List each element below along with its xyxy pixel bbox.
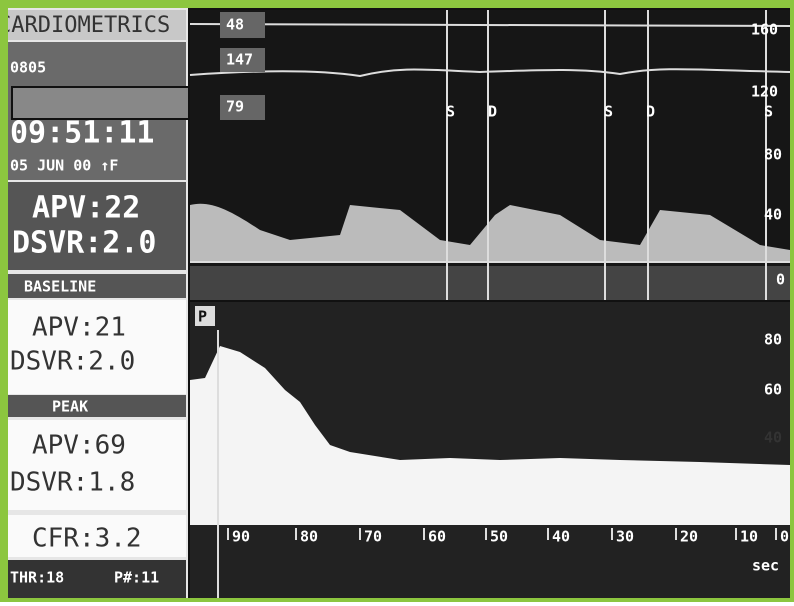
time-tick-label: 20: [680, 528, 698, 546]
trend-scale-label: 60: [764, 381, 782, 399]
trend-marker: P: [198, 308, 207, 326]
cycle-marker: S: [604, 103, 613, 121]
baseline-label: BASELINE: [24, 278, 96, 296]
spectral-display: 48 147 79 S D S D 160 120 S 80 40 0: [190, 10, 790, 300]
time-tick-label: 50: [490, 528, 508, 546]
pnum: P#:11: [114, 569, 159, 587]
time-tick-label: 0: [780, 528, 789, 546]
pressure: 48: [226, 16, 244, 34]
time: 09:51:11: [10, 116, 155, 151]
time-tick-label: 40: [552, 528, 570, 546]
scale-label: 80: [764, 146, 782, 164]
pressure: 79: [226, 98, 244, 116]
time-tick-label: 10: [740, 528, 758, 546]
screen: CARDIOMETRICS 0805 09:51:11 05 JUN 00 ↑F…: [0, 0, 794, 602]
scale-label: 0: [776, 271, 785, 289]
baseline-dsvr: DSVR:2.0: [10, 347, 135, 377]
thr: THR:18: [10, 569, 64, 587]
pressure: 147: [226, 51, 253, 69]
trend-scale-label: 40: [764, 429, 782, 447]
scale-label: 160: [751, 21, 778, 39]
brand: CARDIOMETRICS: [0, 13, 170, 38]
time-tick-label: 30: [616, 528, 634, 546]
cfr: CFR:3.2: [32, 524, 142, 554]
date: 05 JUN 00 ↑F: [10, 157, 118, 175]
peak-apv: APV:69: [32, 431, 126, 461]
peak-label: PEAK: [52, 398, 88, 416]
trend-display: P 80 60 40 90 80 70 60 50 40 30 20 10 0 sec: [190, 302, 790, 598]
time-unit: sec: [752, 557, 779, 575]
time-tick-label: 70: [364, 528, 382, 546]
scale-marker: S: [764, 103, 773, 121]
baseline-apv: APV:21: [32, 313, 126, 343]
redacted: [12, 87, 189, 119]
scale-label: 120: [751, 83, 778, 101]
time-tick-label: 60: [428, 528, 446, 546]
time-tick-label: 80: [300, 528, 318, 546]
cycle-marker: D: [488, 103, 497, 121]
scale-label: 40: [764, 206, 782, 224]
peak-dsvr: DSVR:1.8: [10, 468, 135, 498]
cycle-marker: S: [446, 103, 455, 121]
left-panel: CARDIOMETRICS 0805 09:51:11 05 JUN 00 ↑F…: [0, 8, 190, 598]
current-apv: APV:22: [32, 191, 140, 226]
cycle-marker: D: [646, 103, 655, 121]
case-id: 0805: [10, 59, 46, 77]
trend-scale-label: 80: [764, 331, 782, 349]
current-dsvr: DSVR:2.0: [12, 226, 157, 261]
time-tick-label: 90: [232, 528, 250, 546]
